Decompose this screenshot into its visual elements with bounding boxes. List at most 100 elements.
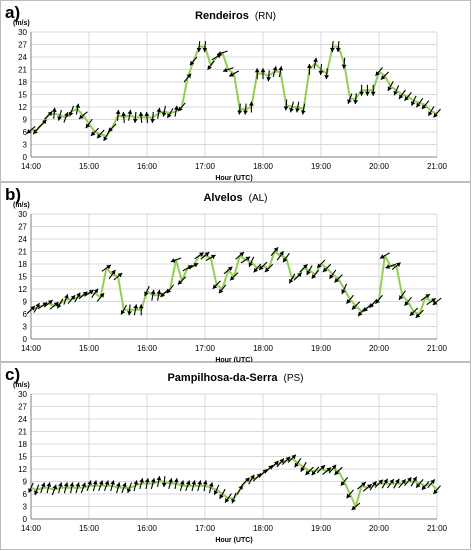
- wind-arrow: [359, 84, 364, 96]
- wind-arrow: [415, 97, 424, 108]
- x-tick-label: 17:00: [195, 162, 216, 171]
- wind-arrow: [433, 485, 441, 495]
- y-tick-label: 27: [18, 41, 27, 50]
- station-code: (PS): [283, 373, 304, 384]
- wind-arrow-head: [264, 267, 270, 273]
- wind-arrow-head: [317, 263, 322, 268]
- x-tick-label: 17:00: [195, 344, 216, 353]
- wind-arrow-head: [144, 291, 149, 297]
- wind-arrow-head: [430, 479, 435, 484]
- wind-arrow-head: [431, 298, 436, 303]
- wind-arrow: [170, 257, 182, 263]
- wind-arrow-head: [191, 480, 197, 485]
- wind-arrow: [222, 67, 234, 73]
- wind-arrow: [229, 272, 239, 281]
- wind-arrow-head: [415, 313, 421, 318]
- wind-arrow-head: [334, 277, 339, 283]
- wind-arrow: [322, 263, 332, 273]
- wind-arrow-head: [407, 477, 412, 482]
- chart-title: Alvelos (AL): [1, 192, 470, 204]
- y-tick-label: 9: [23, 116, 28, 125]
- wind-arrow-head: [110, 480, 115, 485]
- wind-arrow-head: [42, 119, 47, 125]
- wind-arrow: [166, 284, 175, 294]
- wind-arrow-head: [433, 112, 438, 118]
- wind-arrow-head: [341, 64, 347, 69]
- wind-arrow-head: [248, 262, 253, 267]
- wind-arrow: [346, 294, 354, 304]
- wind-arrow: [391, 262, 401, 271]
- wind-arrow-head: [150, 478, 156, 483]
- wind-arrow: [107, 123, 117, 133]
- wind-arrow-head: [48, 300, 53, 305]
- wind-arrow: [404, 296, 412, 307]
- wind-arrow: [260, 68, 266, 80]
- x-tick-label: 16:00: [137, 162, 158, 171]
- x-tick-label: 15:00: [79, 344, 100, 353]
- x-tick-label: 21:00: [427, 162, 448, 171]
- wind-arrow-head: [318, 70, 324, 75]
- wind-arrow-head: [122, 482, 127, 488]
- y-tick-label: 0: [23, 515, 28, 524]
- wind-arrow-head: [253, 267, 259, 273]
- wind-arrow-head: [375, 71, 380, 76]
- wind-arrow-head: [150, 289, 156, 295]
- wind-arrow: [191, 480, 197, 492]
- wind-arrow: [375, 67, 383, 77]
- wind-arrow: [84, 289, 94, 297]
- wind-speed-plot: 0 3 6 9 12 15 18 21 24 27 30 14:00 15:00 16:00 17:00 18…: [13, 382, 448, 544]
- y-tick-label: 18: [18, 78, 27, 87]
- wind-arrow: [398, 479, 407, 489]
- wind-arrow-head: [313, 57, 318, 63]
- wind-arrow: [289, 101, 294, 113]
- wind-arrow: [307, 64, 312, 75]
- wind-arrow-head: [57, 116, 62, 121]
- station-name: Pampilhosa-da-Serra: [167, 372, 278, 384]
- wind-arrow: [421, 481, 430, 491]
- y-tick-label: 15: [18, 273, 27, 282]
- wind-arrow: [38, 119, 47, 128]
- wind-arrow-head: [202, 480, 208, 485]
- wind-arrow: [351, 502, 361, 511]
- wind-arrow: [294, 457, 302, 468]
- wind-arrow: [282, 252, 290, 263]
- wind-arrow-head: [301, 110, 306, 115]
- wind-arrow: [185, 480, 191, 491]
- wind-arrow-head: [212, 284, 218, 289]
- wind-arrow: [86, 480, 92, 491]
- wind-arrow: [26, 305, 36, 315]
- wind-arrow-head: [305, 470, 310, 475]
- wind-arrow: [37, 302, 48, 310]
- wind-arrow: [357, 307, 366, 317]
- y-axis-label: (m/s): [13, 202, 30, 209]
- x-tick-label: 14:00: [21, 524, 42, 533]
- wind-arrow-head: [161, 112, 167, 117]
- wind-arrow: [120, 304, 127, 315]
- wind-arrow-head: [278, 66, 283, 71]
- wind-arrow-head: [279, 251, 284, 256]
- wind-arrow: [306, 265, 313, 276]
- panel-pampilhosa: c) Pampilhosa-da-Serra (PS) 0 3 6 9 12 15 18 21 2…: [0, 362, 471, 550]
- wind-arrow: [51, 107, 57, 119]
- wind-arrow: [293, 272, 303, 281]
- wind-arrow: [398, 290, 406, 301]
- wind-arrow: [101, 264, 112, 272]
- wind-arrow-head: [121, 309, 126, 315]
- wind-arrow-head: [68, 111, 74, 117]
- wind-arrow-head: [300, 467, 305, 472]
- wind-arrow-head: [88, 290, 94, 295]
- y-tick-label: 3: [23, 141, 28, 150]
- wind-arrow-head: [46, 482, 52, 487]
- wind-arrow: [228, 70, 240, 77]
- wind-arrow: [127, 304, 132, 316]
- wind-arrow-head: [204, 252, 210, 257]
- y-tick-label: 21: [18, 248, 27, 257]
- wind-arrow-head: [127, 109, 133, 115]
- station-code: (RN): [254, 11, 276, 22]
- wind-arrow-head: [227, 266, 233, 272]
- y-tick-label: 24: [18, 235, 27, 244]
- wind-arrow-head: [289, 278, 294, 284]
- x-tick-label: 20:00: [369, 524, 390, 533]
- wind-arrow: [357, 481, 367, 490]
- wind-arrow-head: [92, 480, 98, 485]
